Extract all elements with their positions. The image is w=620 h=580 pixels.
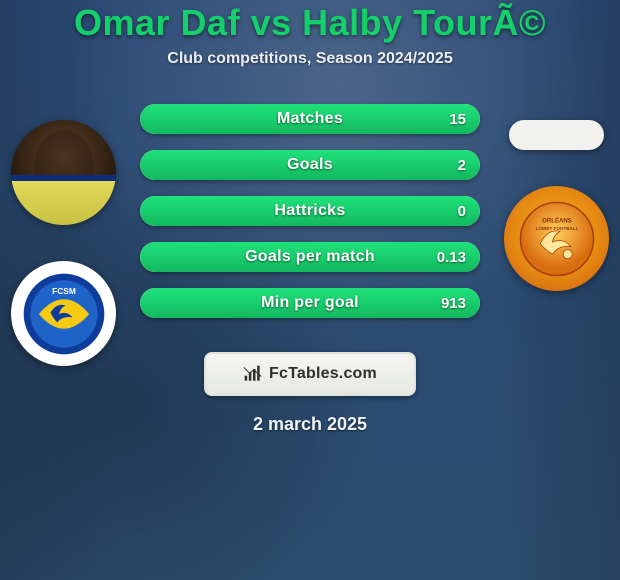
stat-row-goals-per-match: Goals per match 0.13 [140,242,480,272]
stat-label: Goals [140,150,480,180]
club-badge-left: FCSM [11,261,116,366]
stat-row-matches: Matches 15 [140,104,480,134]
stat-label: Hattricks [140,196,480,226]
stat-value-right: 913 [441,288,466,318]
stat-value-right: 2 [458,150,466,180]
fcsm-crest-icon: FCSM [22,272,106,356]
stat-label: Matches [140,104,480,134]
svg-text:LOIRET FOOTBALL: LOIRET FOOTBALL [535,225,578,230]
player-avatar-right-placeholder [509,120,604,150]
stat-row-hattricks: Hattricks 0 [140,196,480,226]
stats-list: Matches 15 Goals 2 Hattricks 0 Goals per… [140,104,480,318]
right-column: ORLÉANS LOIRET FOOTBALL [499,120,614,291]
stat-label: Min per goal [140,288,480,318]
stat-row-goals: Goals 2 [140,150,480,180]
left-column: FCSM [6,120,121,366]
stat-value-right: 0.13 [437,242,466,272]
svg-text:FCSM: FCSM [52,285,76,295]
stat-value-right: 15 [449,104,466,134]
stat-label: Goals per match [140,242,480,272]
stat-value-right: 0 [458,196,466,226]
brand-box[interactable]: FcTables.com [204,352,416,396]
bar-chart-icon [243,365,263,383]
footer-date: 2 march 2025 [0,414,620,435]
page-title: Omar Daf vs Halby TourÃ© [0,2,620,44]
orleans-crest-icon: ORLÉANS LOIRET FOOTBALL [519,201,595,277]
player-avatar-left [11,120,116,225]
svg-text:ORLÉANS: ORLÉANS [542,216,572,224]
page-subtitle: Club competitions, Season 2024/2025 [0,50,620,68]
club-badge-right: ORLÉANS LOIRET FOOTBALL [504,186,609,291]
stat-row-min-per-goal: Min per goal 913 [140,288,480,318]
brand-text: FcTables.com [269,365,377,383]
content-root: Omar Daf vs Halby TourÃ© Club competitio… [0,0,620,435]
